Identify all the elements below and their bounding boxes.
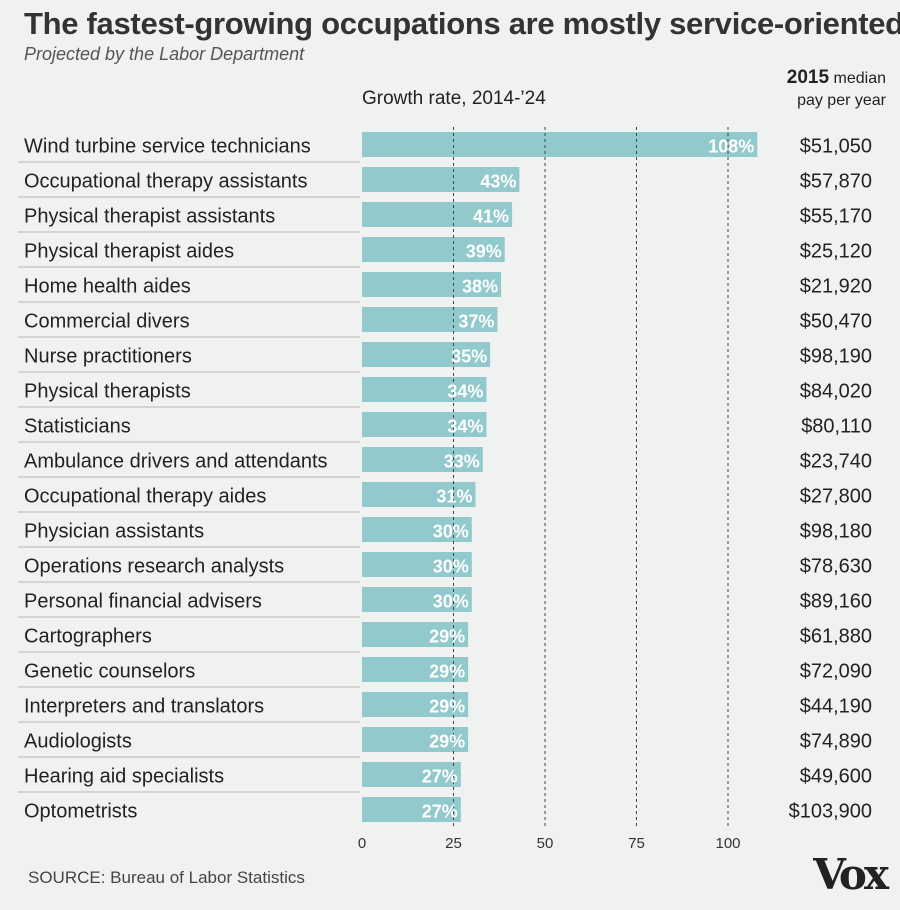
bar-value-label: 30% xyxy=(433,557,469,577)
category-label: Physical therapist aides xyxy=(24,241,234,263)
category-label: Statisticians xyxy=(24,416,131,438)
bar-19 xyxy=(362,797,461,822)
bar-14 xyxy=(362,622,469,647)
bar-7 xyxy=(362,377,487,402)
category-label: Operations research analysts xyxy=(24,556,284,578)
median-pay-value: $23,740 xyxy=(800,451,872,473)
median-pay-value: $84,020 xyxy=(800,381,872,403)
category-label: Physical therapist assistants xyxy=(24,206,275,228)
pay-header-year: 2015 xyxy=(786,67,830,88)
x-tick-label: 100 xyxy=(715,835,740,852)
bar-value-label: 38% xyxy=(462,277,498,297)
bar-value-label: 29% xyxy=(429,732,465,752)
median-pay-value: $21,920 xyxy=(800,276,872,298)
category-label: Wind turbine service technicians xyxy=(24,136,311,158)
chart-title: The fastest-growing occupations are most… xyxy=(24,6,900,41)
category-label: Nurse practitioners xyxy=(24,346,192,368)
median-pay-value: $27,800 xyxy=(800,486,872,508)
bar-value-label: 29% xyxy=(429,697,465,717)
category-label: Audiologists xyxy=(24,731,132,753)
bar-value-label: 108% xyxy=(708,137,754,157)
bar-3 xyxy=(362,237,505,262)
pay-header-line1: median xyxy=(833,70,886,87)
bar-value-label: 27% xyxy=(422,802,458,822)
category-label: Physician assistants xyxy=(24,521,204,543)
category-label: Physical therapists xyxy=(24,381,191,403)
bar-8 xyxy=(362,412,487,437)
median-pay-value: $103,900 xyxy=(789,801,872,823)
bar-10 xyxy=(362,482,476,507)
bar-value-label: 43% xyxy=(480,172,516,192)
median-pay-value: $50,470 xyxy=(800,311,872,333)
x-tick-label: 25 xyxy=(445,835,462,852)
median-pay-value: $49,600 xyxy=(800,766,872,788)
bar-value-label: 27% xyxy=(422,767,458,787)
median-pay-value: $57,870 xyxy=(800,171,872,193)
x-tick-label: 75 xyxy=(628,835,645,852)
median-pay-value: $25,120 xyxy=(800,241,872,263)
median-pay-value: $55,170 xyxy=(800,206,872,228)
median-pay-value: $61,880 xyxy=(800,626,872,648)
bar-0 xyxy=(362,132,758,157)
source-note: SOURCE: Bureau of Labor Statistics xyxy=(28,868,305,887)
bar-value-label: 39% xyxy=(466,242,502,262)
bar-value-label: 41% xyxy=(473,207,509,227)
bar-9 xyxy=(362,447,483,472)
bar-2 xyxy=(362,202,513,227)
bar-value-label: 30% xyxy=(433,522,469,542)
category-label: Commercial divers xyxy=(24,311,190,333)
pay-column-header: 2015 median pay per year xyxy=(746,67,886,112)
chart-subtitle: Projected by the Labor Department xyxy=(24,44,305,64)
category-label: Occupational therapy assistants xyxy=(24,171,308,193)
bar-1 xyxy=(362,167,520,192)
bar-15 xyxy=(362,657,469,682)
x-tick-label: 50 xyxy=(537,835,554,852)
category-label: Home health aides xyxy=(24,276,191,298)
bar-value-label: 30% xyxy=(433,592,469,612)
median-pay-value: $51,050 xyxy=(800,136,872,158)
category-label: Ambulance drivers and attendants xyxy=(24,451,328,473)
bar-value-label: 29% xyxy=(429,627,465,647)
category-label: Interpreters and translators xyxy=(24,696,264,718)
median-pay-value: $89,160 xyxy=(800,591,872,613)
bar-value-label: 33% xyxy=(444,452,480,472)
bar-value-label: 34% xyxy=(447,417,483,437)
median-pay-value: $72,090 xyxy=(800,661,872,683)
median-pay-value: $78,630 xyxy=(800,556,872,578)
category-label: Optometrists xyxy=(24,801,137,823)
x-axis-label: Growth rate, 2014-’24 xyxy=(362,88,546,109)
pay-header-line2: pay per year xyxy=(797,92,886,109)
category-label: Hearing aid specialists xyxy=(24,766,224,788)
bar-5 xyxy=(362,307,498,332)
bar-value-label: 37% xyxy=(458,312,494,332)
median-pay-value: $98,180 xyxy=(800,521,872,543)
category-label: Personal financial advisers xyxy=(24,591,262,613)
bar-4 xyxy=(362,272,502,297)
x-tick-label: 0 xyxy=(358,835,366,852)
bar-value-label: 31% xyxy=(436,487,472,507)
bar-17 xyxy=(362,727,469,752)
bar-16 xyxy=(362,692,469,717)
median-pay-value: $74,890 xyxy=(800,731,872,753)
median-pay-value: $80,110 xyxy=(801,416,872,438)
bar-value-label: 34% xyxy=(447,382,483,402)
bar-18 xyxy=(362,762,461,787)
category-label: Occupational therapy aides xyxy=(24,486,266,508)
bar-value-label: 29% xyxy=(429,662,465,682)
category-label: Cartographers xyxy=(24,626,152,648)
category-label: Genetic counselors xyxy=(24,661,195,683)
bar-6 xyxy=(362,342,491,367)
median-pay-value: $44,190 xyxy=(800,696,872,718)
vox-logo: Vox xyxy=(813,850,889,899)
median-pay-value: $98,190 xyxy=(800,346,872,368)
bar-value-label: 35% xyxy=(451,347,487,367)
